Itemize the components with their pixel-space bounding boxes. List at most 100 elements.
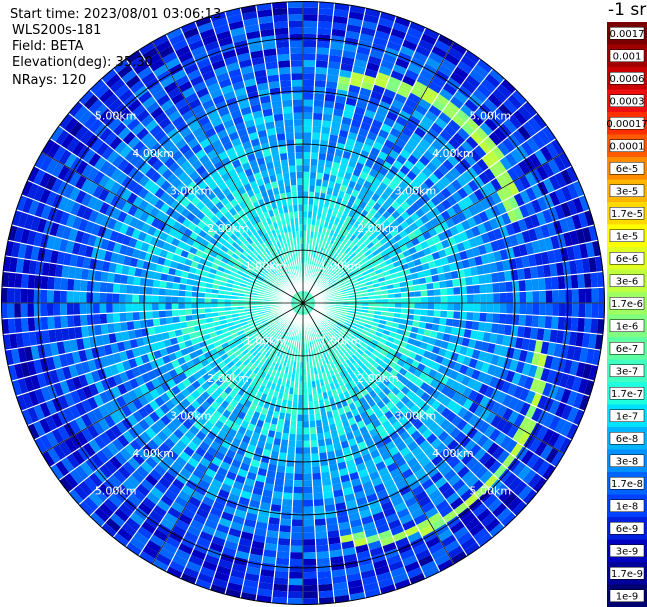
- ppi-cell: [319, 261, 324, 268]
- ppi-cell: [339, 363, 346, 372]
- ppi-cell: [333, 288, 341, 293]
- ppi-cell: [464, 153, 477, 167]
- ppi-cell: [488, 164, 502, 178]
- ppi-cell: [473, 188, 485, 202]
- ppi-cell: [366, 464, 378, 475]
- ppi-cell: [320, 471, 331, 480]
- ppi-cell: [385, 245, 394, 254]
- ppi-cell: [478, 420, 491, 435]
- ppi-cell: [344, 319, 353, 325]
- ppi-cell: [328, 54, 343, 64]
- ppi-cell: [165, 410, 177, 422]
- ppi-cell: [524, 350, 535, 365]
- ppi-cell: [434, 179, 446, 192]
- ppi-cell: [204, 518, 219, 530]
- ppi-cell: [78, 500, 95, 517]
- ppi-cell: [344, 559, 359, 569]
- ppi-cell: [392, 159, 404, 171]
- ppi-cell: [213, 571, 230, 583]
- ppi-cell: [146, 278, 154, 288]
- ppi-cell: [316, 274, 321, 281]
- ppi-cell: [325, 81, 338, 90]
- ppi-cell: [155, 175, 167, 188]
- ppi-cell: [485, 312, 494, 323]
- ppi-cell: [306, 308, 311, 315]
- ppi-cell: [160, 494, 175, 507]
- ppi-cell: [125, 293, 133, 303]
- ppi-cell: [86, 313, 95, 326]
- ppi-cell: [456, 447, 469, 461]
- ppi-cell: [83, 94, 99, 110]
- ppi-cell: [286, 453, 296, 461]
- ppi-cell: [138, 550, 156, 565]
- ppi-cell: [231, 241, 240, 250]
- ppi-cell: [332, 581, 349, 591]
- ppi-cell: [521, 255, 530, 269]
- ppi-cell: [303, 552, 317, 560]
- ppi-cell: [335, 240, 343, 248]
- ppi-cell: [168, 161, 180, 174]
- ppi-cell: [340, 440, 350, 449]
- ppi-cell: [211, 535, 226, 547]
- ppi-cell: [433, 288, 441, 297]
- ppi-cell: [504, 438, 518, 454]
- ppi-cell: [66, 278, 75, 291]
- ppi-cell: [159, 364, 169, 375]
- ppi-cell: [104, 131, 118, 146]
- ppi-cell: [434, 476, 448, 489]
- ppi-cell: [121, 234, 132, 247]
- ppi-cell: [293, 480, 303, 487]
- ppi-cell: [343, 321, 351, 327]
- ppi-cell: [314, 325, 320, 333]
- ppi-cell: [115, 232, 126, 245]
- ppi-cell: [449, 95, 465, 110]
- ppi-cell: [326, 275, 333, 282]
- ppi-cell: [334, 448, 344, 458]
- ppi-cell: [350, 71, 365, 82]
- ppi-cell: [98, 483, 113, 498]
- ppi-cell: [232, 384, 242, 394]
- ppi-cell: [364, 323, 372, 329]
- ppi-cell: [117, 210, 128, 223]
- ppi-cell: [329, 48, 344, 57]
- ppi-cell: [421, 303, 428, 310]
- ppi-cell: [417, 121, 431, 134]
- ppi-cell: [261, 319, 268, 324]
- ppi-cell: [139, 431, 152, 444]
- ppi-cell: [495, 333, 505, 346]
- ppi-cell: [331, 283, 339, 289]
- ppi-cell: [125, 246, 135, 258]
- ppi-cell: [253, 425, 263, 435]
- ppi-cell: [309, 300, 316, 302]
- ppi-cell: [386, 40, 402, 52]
- ppi-cell: [406, 170, 418, 182]
- ppi-cell: [357, 468, 369, 478]
- ppi-cell: [531, 407, 543, 423]
- ppi-cell: [303, 92, 314, 100]
- ppi-cell: [69, 121, 84, 138]
- ppi-cell: [82, 442, 96, 458]
- ppi-cell: [279, 321, 286, 328]
- ppi-cell: [327, 323, 334, 330]
- ppi-cell: [371, 162, 382, 173]
- ppi-cell: [417, 270, 426, 279]
- ppi-cell: [274, 478, 285, 486]
- ppi-cell: [145, 491, 161, 505]
- ppi-cell: [303, 394, 309, 402]
- ppi-cell: [474, 465, 489, 480]
- ppi-cell: [424, 86, 439, 100]
- ppi-cell: [147, 369, 157, 381]
- ppi-cell: [148, 334, 158, 344]
- ppi-cell: [297, 401, 303, 409]
- ppi-cell: [127, 135, 141, 150]
- ppi-cell: [313, 265, 318, 273]
- ppi-cell: [247, 264, 256, 271]
- ppi-cell: [556, 357, 567, 373]
- ppi-cell: [236, 379, 246, 388]
- ppi-cell: [461, 337, 470, 348]
- ppi-cell: [252, 486, 264, 496]
- ppi-cell: [160, 381, 171, 393]
- ppi-cell: [262, 267, 269, 275]
- ppi-cell: [166, 274, 175, 283]
- ppi-cell: [194, 148, 207, 160]
